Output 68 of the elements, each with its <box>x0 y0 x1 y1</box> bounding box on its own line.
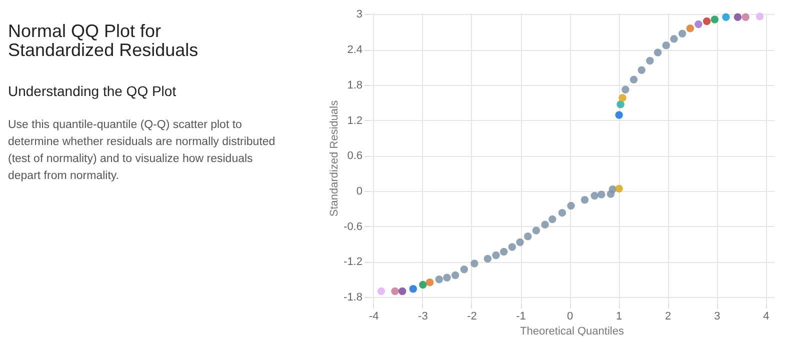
y-tick-label: 3 <box>356 8 362 21</box>
y-tick-label: 1.8 <box>347 79 362 92</box>
y-tick-label: -0.6 <box>344 220 362 233</box>
y-axis-title: Standardized Residuals <box>328 100 341 217</box>
y-tick-label: 0.6 <box>347 150 362 162</box>
x-tick-label: 3 <box>714 310 720 322</box>
point <box>590 192 598 200</box>
point <box>435 276 443 284</box>
point <box>443 274 451 282</box>
point <box>670 35 678 43</box>
point <box>409 284 417 293</box>
point <box>524 232 532 240</box>
point <box>500 248 508 256</box>
point <box>419 280 427 289</box>
point <box>532 226 540 234</box>
x-tick-label: 0 <box>566 310 574 322</box>
point <box>622 86 630 94</box>
point <box>615 111 623 119</box>
y-tick-label: 1.2 <box>347 114 362 127</box>
point <box>608 185 617 194</box>
x-tick-label: 2 <box>665 310 672 322</box>
y-tick-label: -1.8 <box>344 292 362 304</box>
point <box>580 196 589 204</box>
point <box>492 251 500 260</box>
x-tick-label: 1 <box>616 310 622 322</box>
point <box>508 243 516 251</box>
point <box>694 20 702 28</box>
point <box>616 100 624 108</box>
point <box>756 12 764 20</box>
point <box>598 190 606 198</box>
point <box>460 266 468 274</box>
point <box>541 220 549 228</box>
point <box>470 260 478 268</box>
point <box>558 208 566 217</box>
point <box>686 24 694 32</box>
point <box>742 13 750 21</box>
point <box>615 184 623 193</box>
point <box>618 94 626 102</box>
point <box>398 287 406 296</box>
point <box>678 30 686 38</box>
point <box>630 76 638 84</box>
point <box>484 254 492 263</box>
point <box>646 56 654 65</box>
x-tick-label: 4 <box>763 310 770 322</box>
y-tick-label: -1.2 <box>344 256 362 268</box>
text: Use this quantile-quantile (Q-Q) scatter plot to determine whether residuals are normally distributed (test of normality) and to visualize how residuals depart from normality. <box>8 119 276 182</box>
point <box>377 287 386 296</box>
point <box>654 48 662 56</box>
point <box>722 13 730 21</box>
point <box>516 238 524 246</box>
point <box>426 278 434 286</box>
point <box>638 66 646 74</box>
point <box>662 42 670 50</box>
point <box>710 16 719 24</box>
point <box>702 17 711 26</box>
y-tick-label: 2.4 <box>347 44 362 56</box>
x-tick-label: -3 <box>418 310 428 322</box>
x-tick-label: -4 <box>369 310 379 322</box>
point <box>567 202 575 210</box>
x-tick-label: -1 <box>516 310 526 322</box>
point <box>451 271 460 280</box>
point <box>391 287 399 296</box>
y-tick-label: 0 <box>356 186 362 198</box>
point <box>548 215 556 224</box>
text: Normal QQ Plot for Standardized Residuals <box>8 21 198 60</box>
x-tick-label: -2 <box>467 310 477 322</box>
text: Understanding the QQ Plot <box>8 83 176 99</box>
point <box>734 13 742 21</box>
